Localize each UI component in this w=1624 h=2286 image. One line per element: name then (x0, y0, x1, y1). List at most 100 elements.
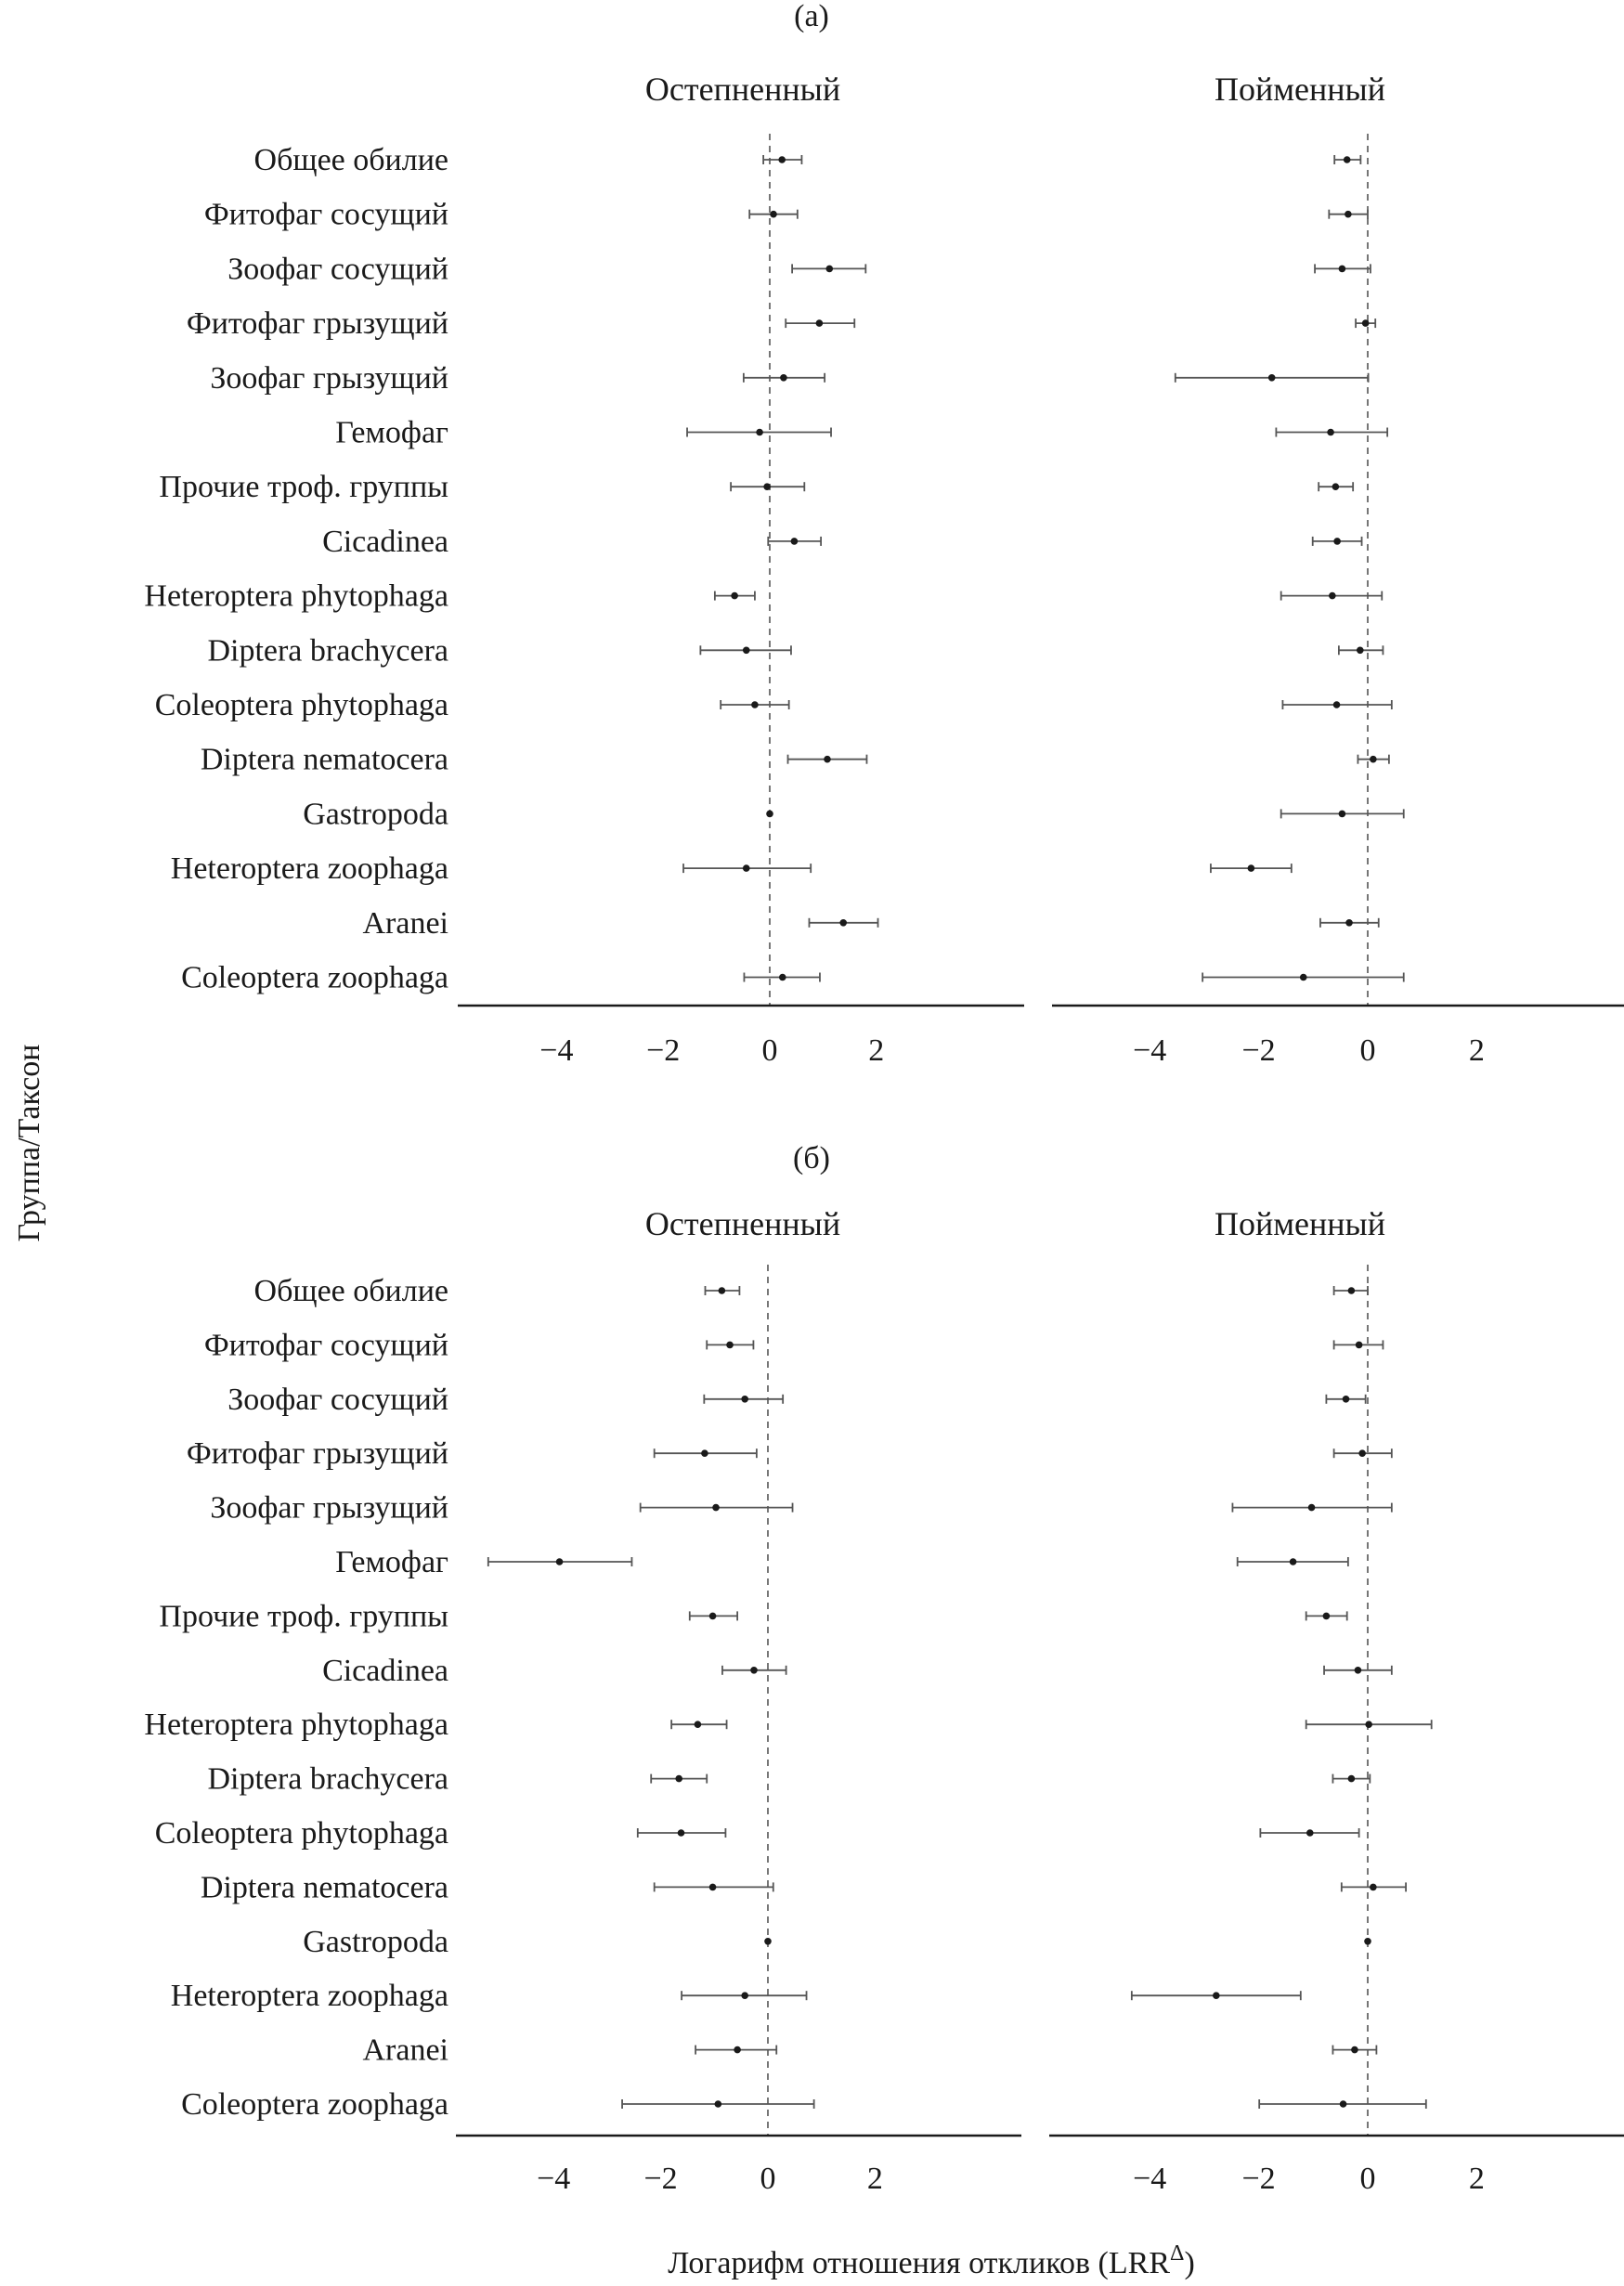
category-label: Coleoptera phytophaga (155, 1816, 448, 1851)
category-label: Гемофаг (335, 416, 448, 450)
panel-ostepnenny: Остепненный −4 −2 0 2 (458, 71, 1024, 1068)
panel-ostepnenny: Остепненный −4 −2 0 2 (456, 1205, 1021, 2196)
data-point-group (748, 209, 799, 219)
data-point-group (1174, 372, 1370, 383)
data-point (763, 483, 771, 490)
data-point (1289, 1558, 1297, 1565)
x-tick-label: 0 (760, 2162, 776, 2196)
data-point (770, 210, 777, 218)
figure-label: (б) (793, 1141, 830, 1175)
data-point (677, 1829, 685, 1837)
data-point-group (1305, 1611, 1348, 1621)
data-point-group (743, 972, 821, 982)
data-point (839, 919, 848, 927)
data-point (718, 1287, 726, 1294)
x-tick-label: −2 (644, 2162, 678, 2196)
data-point-group (1202, 972, 1405, 982)
data-point (1370, 755, 1377, 763)
category-label: Aranei (362, 2033, 448, 2068)
x-tick-label: −4 (1133, 1033, 1166, 1068)
data-point-group (653, 1882, 774, 1892)
data-point (1299, 973, 1307, 981)
category-label: Зоофаг грызущий (210, 1491, 448, 1526)
data-point-group (703, 1394, 785, 1404)
data-point (708, 1883, 717, 1891)
category-label: Фитофаг сосущий (204, 198, 448, 232)
data-point (1345, 210, 1352, 218)
data-point-group (1305, 1720, 1433, 1730)
data-point (694, 1721, 702, 1728)
x-tick-label: −4 (539, 1033, 573, 1068)
category-label: Прочие троф. группы (159, 1599, 448, 1633)
panel-title: Пойменный (1215, 71, 1385, 108)
data-point (1267, 374, 1276, 382)
data-point (1322, 1612, 1331, 1620)
data-point-group (1319, 917, 1380, 928)
data-point-group (670, 1720, 728, 1730)
data-point-group (1314, 264, 1371, 274)
data-point-group (1281, 700, 1393, 709)
data-point-group (720, 700, 790, 709)
data-point (726, 1341, 734, 1349)
data-point-group (1311, 536, 1363, 546)
data-point-group (682, 864, 812, 874)
category-label: Coleoptera phytophaga (155, 688, 448, 722)
data-point-group (681, 1991, 808, 2001)
data-point-group (1210, 864, 1293, 874)
panel-poymenny: Пойменный −4 −2 0 2 (1052, 71, 1624, 1068)
data-point-group (1355, 318, 1377, 329)
data-point (1365, 1721, 1372, 1728)
data-point-group (636, 1828, 727, 1838)
data-point-group (1332, 2045, 1378, 2055)
data-point (742, 864, 750, 872)
category-label: Cicadinea (322, 1654, 448, 1688)
data-point (1306, 1829, 1314, 1837)
x-axis-label-superscript: Δ (1170, 2241, 1184, 2266)
data-point (815, 319, 824, 327)
data-point (1370, 1883, 1377, 1891)
data-point (1332, 701, 1341, 708)
data-point (1338, 810, 1346, 818)
category-label: Heteroptera phytophaga (144, 579, 448, 614)
data-point-group (706, 1340, 755, 1350)
data-point (1333, 538, 1341, 545)
data-point-group (1332, 1286, 1369, 1295)
data-point-group (791, 264, 867, 274)
data-point-group (730, 482, 806, 492)
category-label: Зоофаг грызущий (210, 361, 448, 396)
data-point-group (1231, 1502, 1393, 1513)
data-point (734, 2046, 741, 2054)
category-label: Diptera brachycera (207, 633, 448, 668)
data-point-group (1337, 645, 1384, 656)
category-label: Diptera nematocera (201, 1870, 448, 1904)
data-point (1332, 483, 1340, 490)
data-point (1342, 1396, 1350, 1403)
data-point-group (1275, 427, 1389, 437)
data-point (1355, 1341, 1363, 1349)
data-point-group (1325, 1394, 1367, 1404)
data-point-group (1259, 1828, 1360, 1838)
data-point (1358, 1449, 1366, 1457)
data-point-group (1318, 482, 1355, 492)
data-point (675, 1774, 683, 1783)
x-tick-label: −2 (1242, 2162, 1276, 2196)
x-tick-label: 2 (1469, 2162, 1485, 2196)
data-point (751, 701, 759, 708)
data-point (741, 1992, 748, 1999)
data-point-group (721, 1665, 787, 1675)
data-point (1338, 265, 1346, 273)
data-point (756, 428, 763, 436)
data-point-group (1323, 1665, 1393, 1675)
x-tick-label: 2 (867, 2162, 883, 2196)
category-label: Coleoptera zoophaga (181, 2087, 448, 2122)
x-tick-label: −4 (1133, 2162, 1166, 2196)
category-label: Heteroptera zoophaga (171, 851, 448, 886)
data-point-group (1328, 209, 1369, 219)
x-tick-label: 2 (1469, 1033, 1485, 1068)
data-point-group (621, 2099, 815, 2109)
data-point (1247, 864, 1255, 872)
data-point-group (1280, 591, 1384, 601)
category-label: Heteroptera zoophaga (171, 1979, 448, 2013)
category-label: Gastropoda (303, 797, 448, 831)
data-point (1351, 2046, 1358, 2054)
